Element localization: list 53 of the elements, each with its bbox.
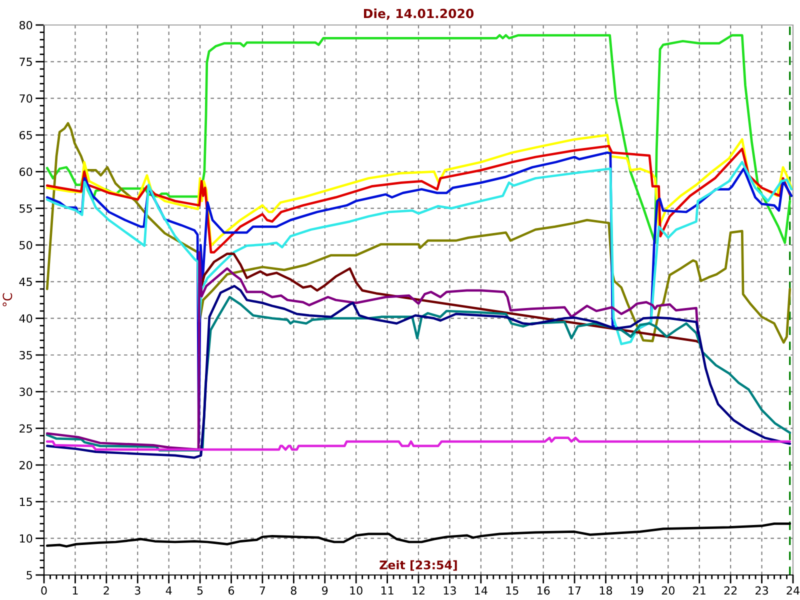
x-tick-label: 2 bbox=[104, 586, 109, 595]
x-tick-label: 18 bbox=[600, 586, 612, 595]
x-tick-label: 1 bbox=[72, 586, 78, 595]
x-tick-label: 9 bbox=[322, 586, 328, 595]
y-tick-label: 35 bbox=[20, 350, 32, 360]
x-tick-label: 7 bbox=[260, 586, 266, 595]
line-series bbox=[46, 122, 792, 344]
x-tick-label: 8 bbox=[290, 586, 296, 595]
line-series bbox=[46, 436, 792, 451]
line-series bbox=[46, 34, 792, 244]
x-tick-label: 0 bbox=[41, 586, 47, 595]
y-tick-label: 10 bbox=[20, 534, 32, 543]
y-tick-label: 65 bbox=[20, 130, 32, 140]
line-series bbox=[46, 160, 793, 346]
y-tick-label: 25 bbox=[20, 424, 32, 433]
y-tick-label: 20 bbox=[20, 460, 32, 470]
x-axis-title: Zeit [23:54] bbox=[380, 560, 457, 571]
y-tick-label: 30 bbox=[20, 388, 32, 396]
y-tick-label: 70 bbox=[20, 94, 32, 103]
line-series bbox=[200, 252, 701, 344]
x-tick-label: 6 bbox=[228, 586, 234, 595]
y-tick-label: 75 bbox=[20, 58, 32, 66]
x-tick-label: 24 bbox=[786, 586, 800, 595]
x-tick-label: 15 bbox=[506, 586, 518, 595]
x-tick-label: 14 bbox=[475, 586, 488, 595]
y-tick-label: 60 bbox=[20, 168, 32, 176]
x-tick-label: 11 bbox=[381, 586, 394, 595]
x-tick-label: 4 bbox=[166, 586, 172, 595]
x-tick-label: 16 bbox=[537, 586, 550, 595]
x-tick-label: 22 bbox=[724, 586, 737, 595]
y-tick-label: 55 bbox=[20, 204, 32, 213]
x-tick-label: 12 bbox=[412, 586, 424, 595]
line-series bbox=[46, 134, 793, 247]
x-tick-label: 3 bbox=[134, 586, 140, 595]
y-tick-label: 5 bbox=[26, 571, 32, 580]
x-tick-label: 17 bbox=[568, 586, 581, 595]
chart-title: Die, 14.01.2020 bbox=[364, 8, 474, 20]
y-tick-label: 45 bbox=[19, 278, 32, 286]
y-tick-label: 15 bbox=[20, 498, 32, 506]
x-tick-label: 23 bbox=[756, 586, 768, 595]
line-series bbox=[46, 144, 792, 254]
x-tick-label: 19 bbox=[631, 586, 644, 595]
x-tick-label: 10 bbox=[350, 586, 362, 595]
y-axis-title: °C bbox=[2, 293, 12, 306]
x-tick-label: 20 bbox=[662, 586, 674, 595]
line-series bbox=[46, 251, 699, 451]
x-tick-label: 13 bbox=[444, 586, 456, 595]
y-tick-label: 80 bbox=[20, 20, 32, 30]
y-tick-label: 50 bbox=[20, 240, 32, 250]
line-series bbox=[46, 151, 793, 444]
y-tick-label: 40 bbox=[19, 314, 32, 323]
x-tick-label: 21 bbox=[693, 586, 706, 595]
x-tick-label: 5 bbox=[197, 586, 203, 595]
